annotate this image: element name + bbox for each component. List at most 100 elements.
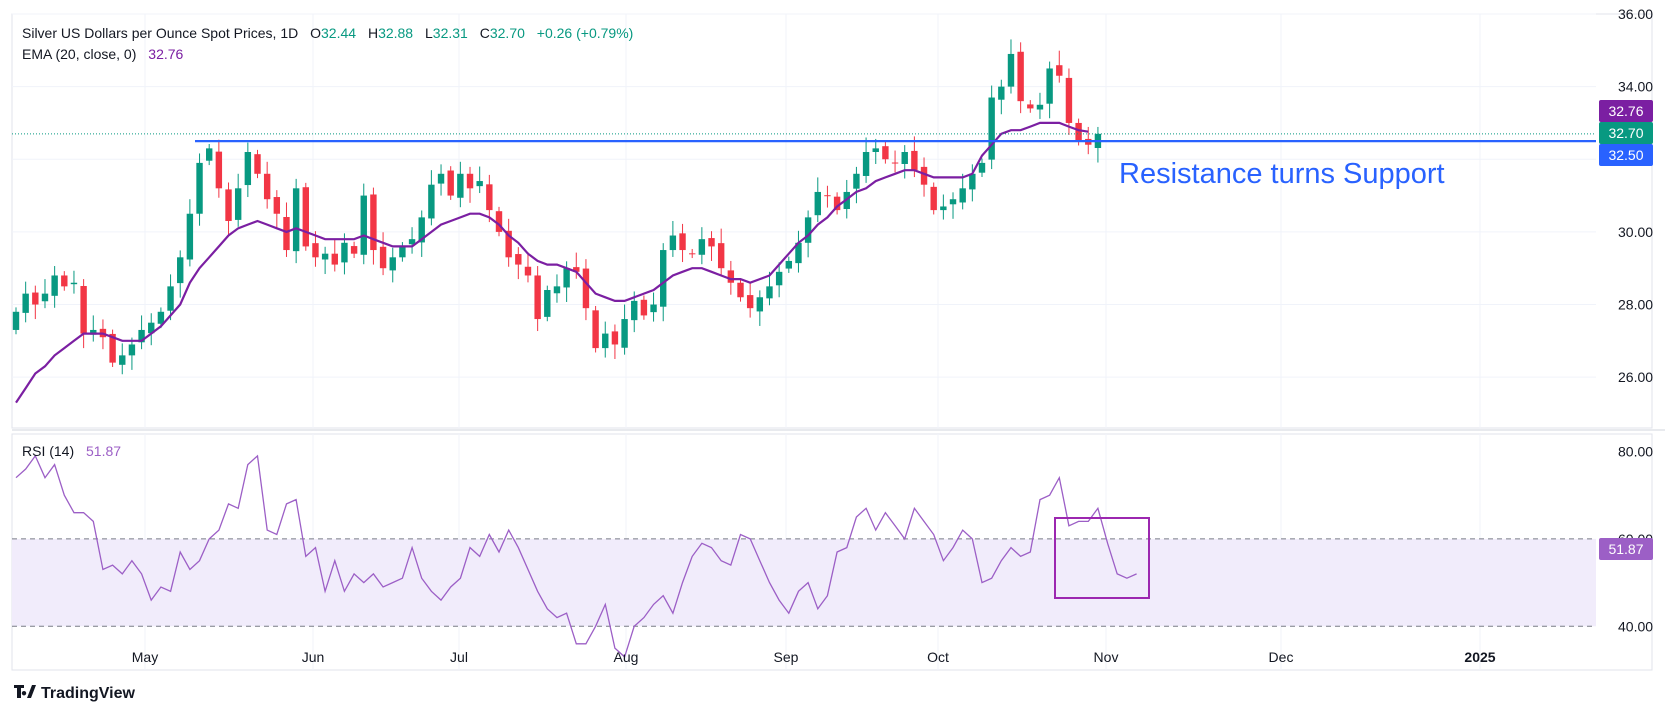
price-tick-label: 26.00 [1618,369,1653,385]
legend-rsi: RSI (14) 51.87 [22,443,121,459]
rsi-band-fill [12,538,1596,627]
candle-body [862,152,870,176]
candle-body [505,230,512,258]
candle-body [727,270,735,283]
candle-body [698,239,706,255]
time-tick-label: Dec [1269,649,1294,665]
candle-body [631,300,638,321]
candle-body [167,286,174,311]
candle-body [1036,104,1044,110]
candle-body [544,290,551,317]
candle-body [128,344,136,356]
candle-body [756,297,764,312]
candle-body [717,243,725,269]
candle-body [988,97,995,160]
candle-body [1075,122,1082,142]
candle-body [592,310,599,349]
legend-ema: EMA (20, close, 0) 32.76 [22,46,184,62]
candle-body [1027,104,1034,109]
candle-body [234,188,242,220]
candle-body [804,217,812,243]
candle-body [833,196,841,211]
candle-body [41,293,49,302]
candle-body [1065,77,1073,123]
candle-body [853,173,860,189]
time-tick-label: May [132,649,158,665]
rsi-badge-text: 51.87 [1608,541,1643,557]
candle-body [457,173,464,198]
candle-body [814,191,821,216]
time-tick-label: Nov [1094,649,1119,665]
rsi-band [12,538,1596,627]
ema-line[interactable] [15,121,1089,404]
candle-body [418,217,425,243]
rsi-line[interactable] [15,454,1137,659]
candle-body [611,331,619,345]
candle-body [679,233,686,251]
candle-body [766,286,773,299]
candle-body [360,195,367,255]
ema-price-badge: 32.76 [1599,100,1653,122]
candle-body [447,170,454,196]
candle-body [689,253,696,255]
candle-body [341,242,348,263]
candle-body [466,173,474,189]
time-axis[interactable]: May Jun Jul Aug Sep Oct Nov Dec 2025 [132,649,1496,665]
price-tick-label: 28.00 [1618,297,1653,313]
candle-body [602,333,609,349]
candle-body [292,188,300,252]
candle-body [408,239,416,245]
candle-body [273,197,281,214]
price-tick-label: 36.00 [1618,6,1653,22]
tradingview-logo[interactable]: TradingView [14,685,136,702]
rsi-value-badge: 51.87 [1599,538,1653,560]
candle-body [1046,68,1053,104]
candle-body [621,319,628,348]
candle-body [186,213,194,260]
candle-body [437,173,445,184]
candle-body [312,243,319,258]
support-badge-text: 32.50 [1608,147,1643,163]
candle-body [148,322,155,334]
candle-body [775,271,783,286]
rsi-tick-label: 80.00 [1618,443,1653,459]
candle-body [370,194,377,251]
candle-body [215,151,223,189]
candle-body [573,267,580,272]
candle-body [350,246,358,254]
close-price-badge: 32.70 [1599,122,1653,144]
candlesticks[interactable] [12,39,1102,375]
candle-body [177,257,184,284]
candle-body [669,235,677,251]
price-tick-label: 34.00 [1618,79,1653,95]
candle-body [582,268,590,309]
candle-body [882,146,889,160]
candle-body [1017,51,1024,102]
candle-body [476,181,483,187]
candle-body [920,166,928,185]
candle-body [225,189,232,221]
tradingview-logo-icon [14,685,36,698]
candle-body [1007,53,1015,87]
candle-body [80,286,87,334]
candle-body [70,282,78,285]
candle-body [486,184,493,211]
time-tick-label: Aug [614,649,639,665]
candle-body [206,148,213,161]
candle-body [302,187,309,247]
candle-body [321,253,329,260]
candle-body [254,154,261,174]
candle-body [331,253,338,265]
tradingview-logo-text: TradingView [41,685,136,702]
candle-body [399,246,406,258]
time-tick-label: 2025 [1464,649,1495,665]
candle-body [969,173,976,190]
candle-body [891,162,899,164]
candle-body [109,333,116,363]
candle-body [389,257,396,271]
candle-body [640,299,648,316]
candle-body [524,266,532,276]
rsi-highlight-box [1054,517,1150,599]
